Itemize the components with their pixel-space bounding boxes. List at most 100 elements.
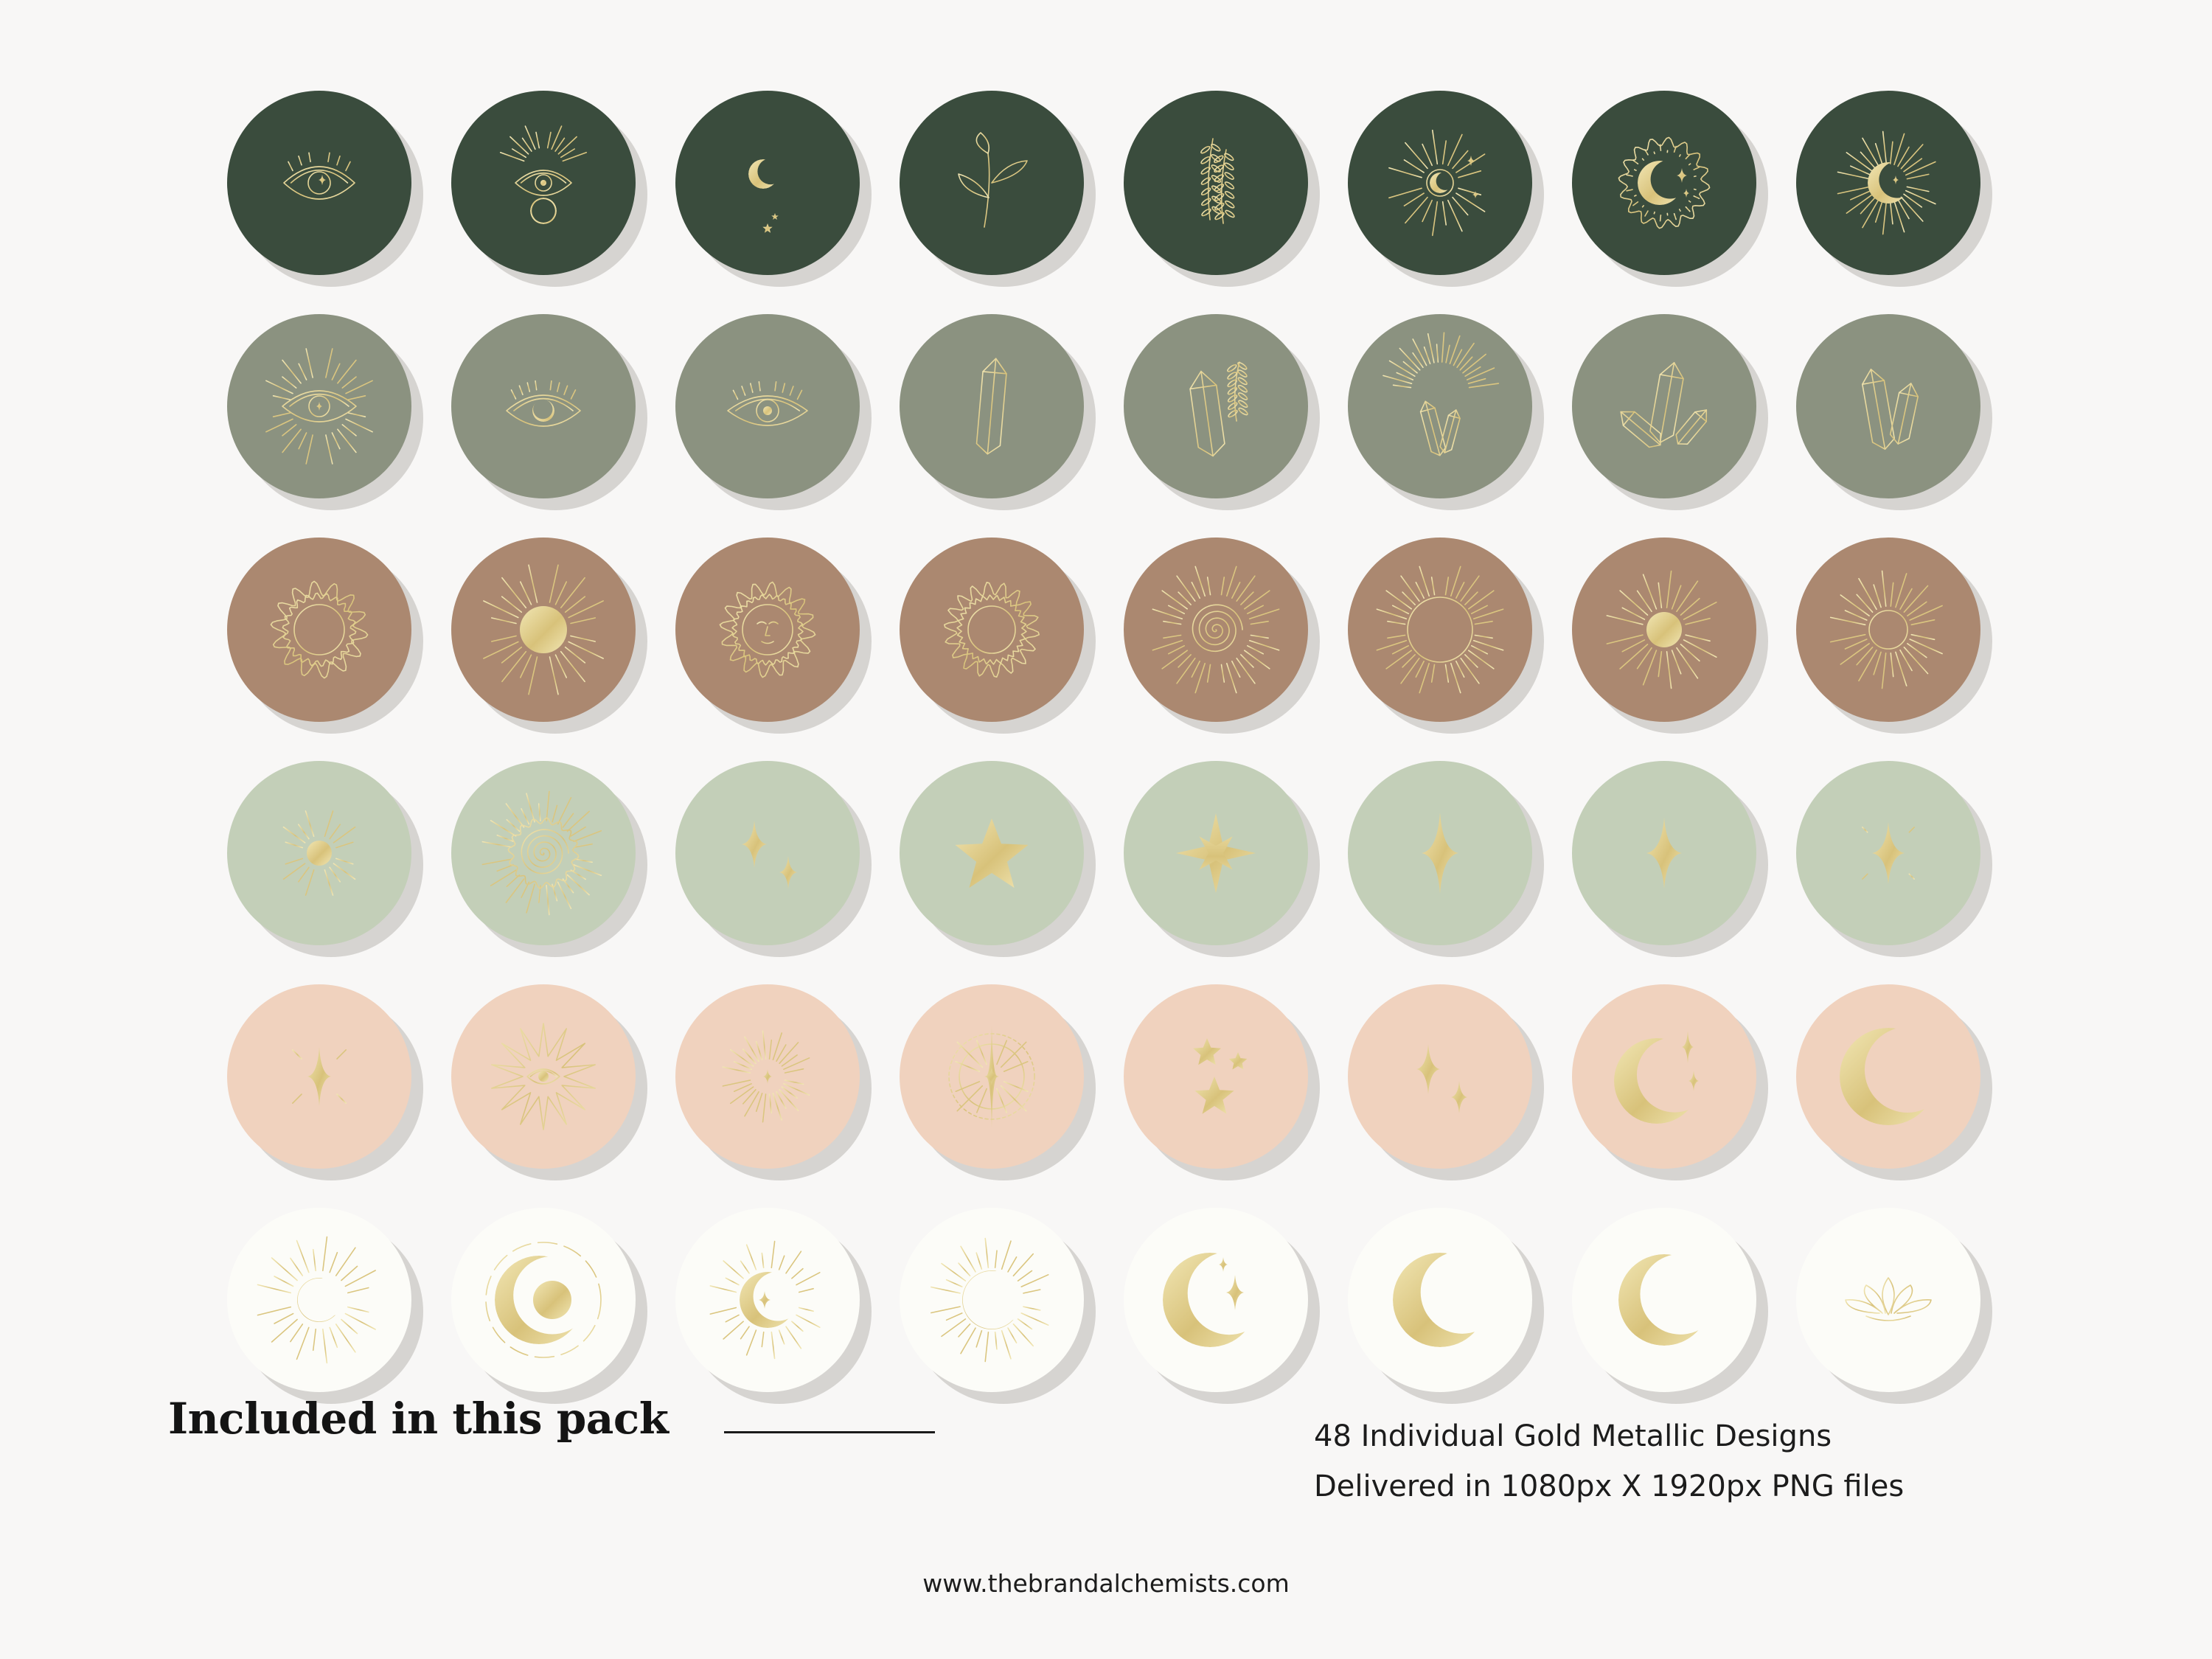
icon-tile: [1796, 984, 1980, 1169]
double-sparkle-icon: [1416, 1044, 1467, 1113]
flame-sun-icon: [270, 580, 369, 679]
icon-tile: [900, 761, 1084, 945]
lavender-sprig-icon: [1200, 138, 1235, 224]
icon-tile: [900, 314, 1084, 498]
file-format-text: Delivered in 1080px X 1920px PNG files: [1314, 1470, 1905, 1503]
icon-grid: [227, 91, 1980, 1392]
sparkle-rays-icon: [1842, 807, 1935, 900]
icon-tile: [675, 1208, 860, 1392]
icon-tile: [1124, 314, 1308, 498]
radiant-crescent-icon: [1837, 131, 1941, 235]
compass-star-icon: [942, 1025, 1041, 1128]
eye-crescent-icon: [506, 380, 581, 427]
icon-tile: [1796, 314, 1980, 498]
icon-tile: [1796, 538, 1980, 722]
icon-tile: [900, 91, 1084, 275]
sun-outline-rays-icon: [1829, 570, 1948, 689]
thick-crescent-icon: [1393, 1253, 1487, 1347]
icon-tile: [227, 984, 411, 1169]
lotus-icon: [1845, 1277, 1932, 1321]
designs-count-text: 48 Individual Gold Metallic Designs: [1314, 1419, 1832, 1453]
crescent-sparkles-icon: [1614, 1031, 1700, 1124]
icon-tile: [1348, 984, 1532, 1169]
icon-tile: [1572, 1208, 1756, 1392]
icon-tile: [1572, 761, 1756, 945]
icon-tile: [1572, 314, 1756, 498]
crystal-lavender-icon: [1189, 361, 1248, 457]
two-sparkles-icon: [742, 821, 797, 888]
heading-divider: [724, 1431, 935, 1433]
sun-face-icon: [719, 581, 816, 678]
ray-burst-icon: [1373, 563, 1507, 697]
icon-tile: [675, 538, 860, 722]
icon-tile: [227, 314, 411, 498]
icon-tile: [1348, 91, 1532, 275]
crystal-pair-icon: [1862, 369, 1919, 450]
icon-tile: [1124, 538, 1308, 722]
icon-tile: [227, 761, 411, 945]
icon-tile: [1124, 761, 1308, 945]
solid-sun-icon: [476, 564, 611, 695]
crystal-cluster-icon: [1620, 362, 1708, 448]
icon-tile: [900, 538, 1084, 722]
three-stars-icon: [1193, 1038, 1248, 1114]
moon-rays-icon: [1388, 129, 1494, 237]
icon-tile: [451, 91, 636, 275]
faint-sunburst-icon: [722, 1030, 814, 1123]
icon-tile: [900, 1208, 1084, 1392]
outline-crescent-rays-icon: [930, 1237, 1054, 1363]
eye-star-icon: [283, 151, 355, 200]
icon-tile: [675, 91, 860, 275]
icon-tile: [1572, 538, 1756, 722]
icon-tile: [1124, 1208, 1308, 1392]
large-crescent-icon: [1840, 1028, 1937, 1125]
website-link[interactable]: www.thebrandalchemists.com: [922, 1569, 1290, 1598]
thin-crescent-icon: [1618, 1254, 1710, 1346]
icon-tile: [1348, 314, 1532, 498]
small-sun-rays-icon: [1606, 570, 1724, 689]
leaf-sprig-icon: [958, 132, 1028, 228]
crystal-cluster-rays-icon: [1380, 332, 1500, 456]
moon-dashed-ring-icon: [485, 1242, 602, 1358]
tall-sparkle-icon: [1422, 813, 1458, 894]
eye-lashes-icon: [727, 380, 808, 426]
pack-heading: Included in this pack: [168, 1394, 669, 1444]
icon-tile: [227, 91, 411, 275]
icon-tile: [1796, 1208, 1980, 1392]
crowned-eye-moon-icon: [499, 122, 588, 224]
icon-tile: [1348, 1208, 1532, 1392]
icon-tile: [1796, 91, 1980, 275]
hanging-moon-icon: [748, 134, 779, 233]
icon-tile: [1572, 91, 1756, 275]
icon-tile: [227, 1208, 411, 1392]
icon-tile: [900, 984, 1084, 1169]
icon-tile: [1348, 761, 1532, 945]
dot-sun-icon: [274, 810, 364, 896]
icon-tile: [1124, 91, 1308, 275]
eight-point-star-icon: [1176, 813, 1256, 893]
crescent-rays-icon: [257, 1236, 383, 1364]
sun-moon-icon: [1618, 136, 1711, 229]
icon-tile: [451, 1208, 636, 1392]
spiral-sun-icon: [1149, 563, 1283, 697]
radiant-eye-icon: [260, 348, 379, 465]
icon-tile: [451, 761, 636, 945]
icon-tile: [1572, 984, 1756, 1169]
icon-tile: [451, 984, 636, 1169]
sparkle-beams-icon: [271, 1029, 367, 1124]
spiral-sunburst-icon: [481, 790, 606, 916]
icon-tile: [227, 538, 411, 722]
single-crystal-icon: [975, 358, 1007, 455]
icon-tile: [451, 314, 636, 498]
crescent-star-icon: [1163, 1253, 1257, 1347]
icon-tile: [675, 984, 860, 1169]
icon-tile: [1348, 538, 1532, 722]
icon-tile: [675, 761, 860, 945]
icon-tile: [1796, 761, 1980, 945]
star-burst-eye-icon: [491, 1023, 596, 1130]
icon-tile: [451, 538, 636, 722]
sparkle-icon: [1646, 818, 1682, 888]
moon-sparkle-rays-icon: [709, 1240, 827, 1360]
icon-tile: [1124, 984, 1308, 1169]
five-point-star-icon: [955, 818, 1029, 888]
